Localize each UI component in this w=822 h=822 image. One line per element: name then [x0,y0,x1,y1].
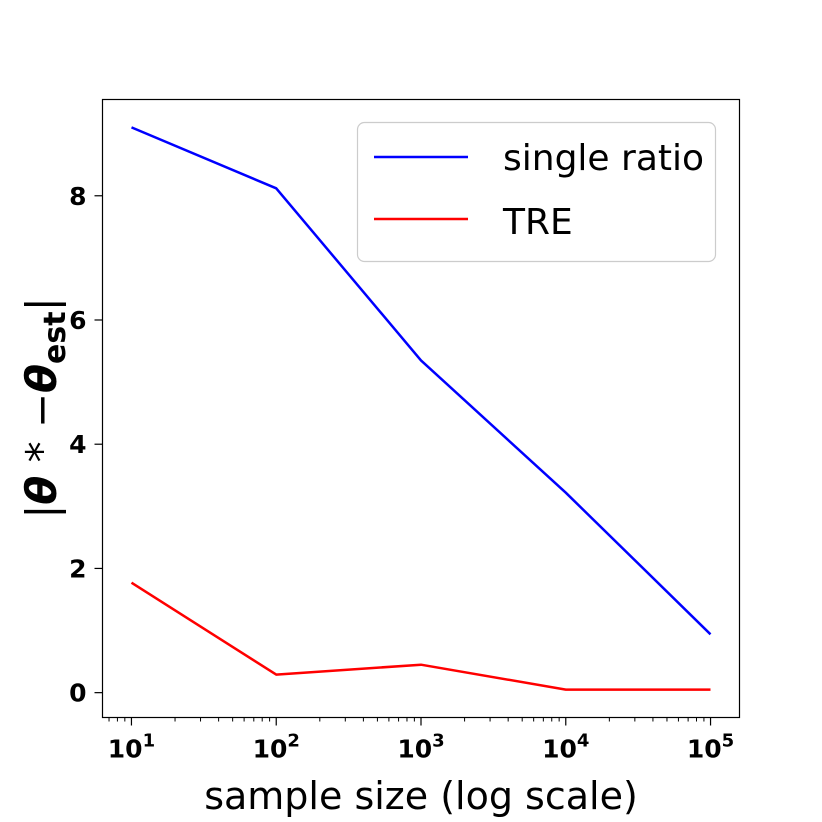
y-axis-title-theta-1: θ [17,476,66,505]
x-tick-label-exponent: 5 [722,731,735,752]
x-tick-label-exponent: 1 [143,731,156,752]
series-lines [130,126,712,691]
y-axis-title-subscript: est [38,311,73,364]
series-line-tre [130,581,711,691]
y-axis-title-bar-left: | [17,505,66,519]
y-axis-title-star-minus: * − [17,393,66,476]
y-ticks: 0 2 4 6 8 [69,182,103,708]
x-tick-label-exponent: 2 [287,731,300,752]
x-tick-label-exponent: 4 [577,731,590,752]
y-tick-label: 6 [69,306,86,335]
x-minor-ticks [108,717,705,722]
x-tick-label: 101 [108,731,155,764]
series-line-single-ratio [131,126,712,636]
x-tick-label: 104 [542,731,589,764]
x-tick-label-exponent: 3 [432,731,445,752]
x-tick-label-base: 10 [687,735,722,764]
x-tick-label: 103 [397,731,444,764]
y-axis-title-bar-right: | [17,297,66,311]
y-tick-label: 4 [69,430,86,459]
x-tick-label: 105 [687,731,734,764]
plot-frame [101,98,741,719]
x-axis-title: sample size (log scale) [204,774,638,818]
legend-label-single-ratio: single ratio [503,138,704,179]
y-axis-title-theta-2: θ [17,364,66,393]
y-axis-title: |θ * −θest| [17,297,73,518]
x-ticks: 101 102 103 104 105 [108,717,734,764]
y-tick-label: 8 [69,182,86,211]
y-tick-label: 2 [69,554,86,583]
x-tick-label-base: 10 [253,735,288,764]
legend-label-tre: TRE [502,202,573,243]
y-tick-label: 0 [69,679,86,708]
x-tick-label-base: 10 [542,735,577,764]
legend: single ratio TRE [356,121,717,263]
x-tick-label: 102 [253,731,300,764]
x-tick-label-base: 10 [108,735,143,764]
x-tick-label-base: 10 [397,735,432,764]
